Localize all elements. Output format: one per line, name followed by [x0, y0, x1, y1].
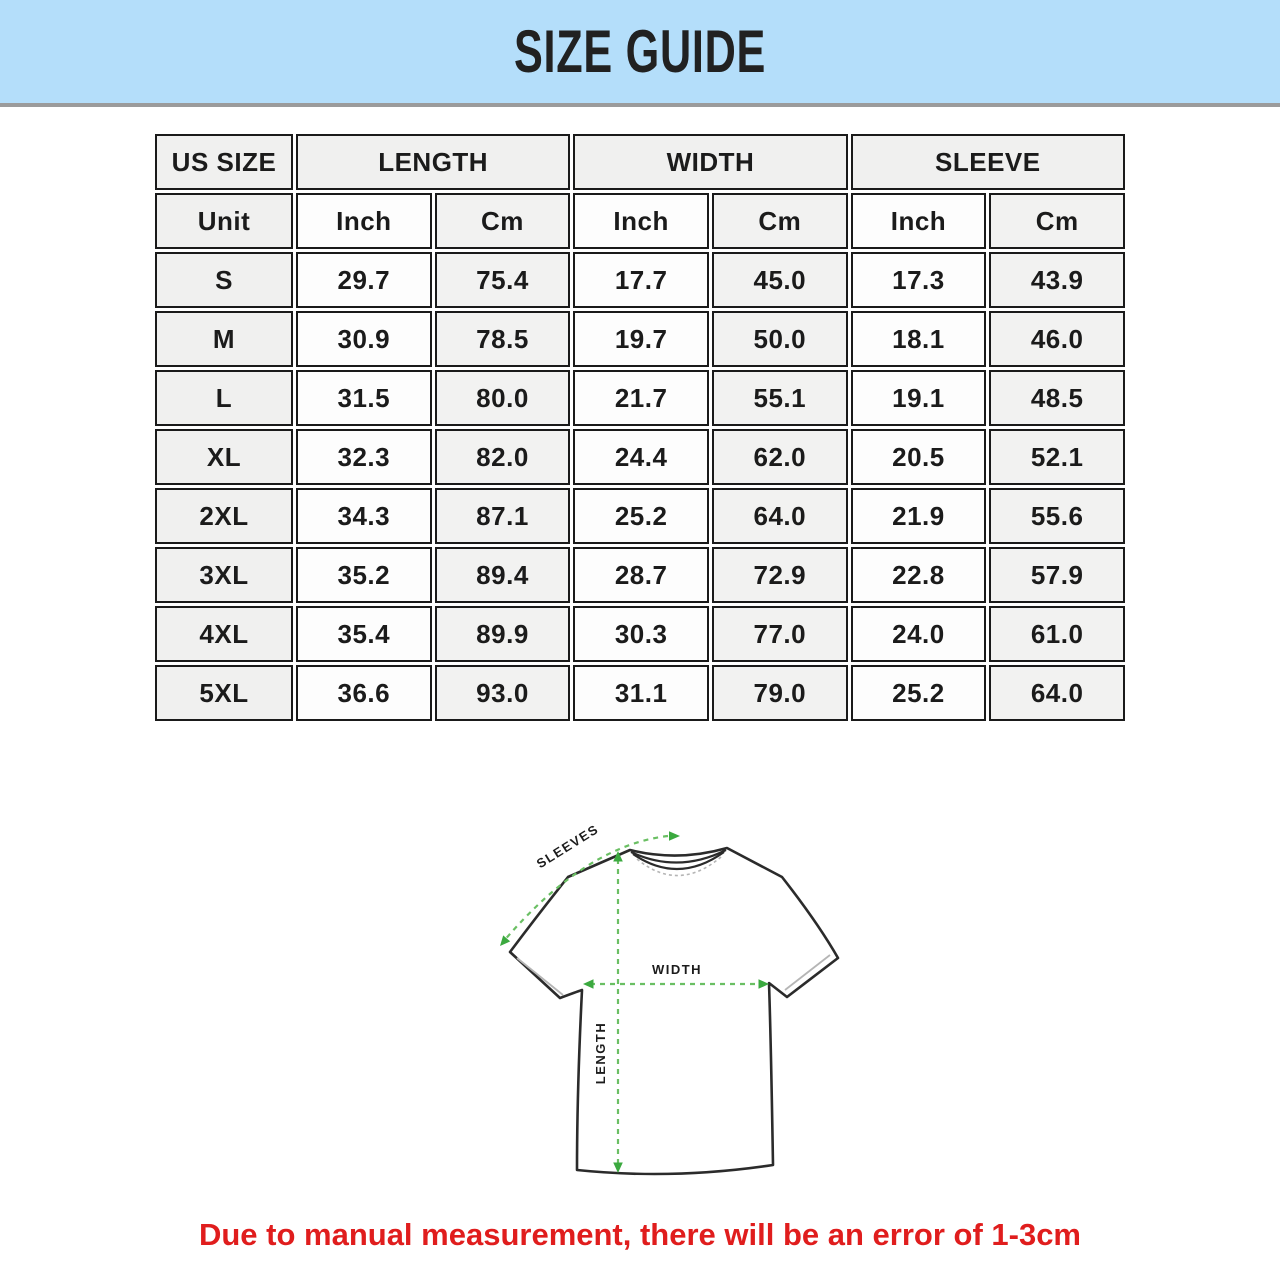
- value-cell: 52.1: [989, 429, 1125, 485]
- unit-label: Unit: [155, 193, 293, 249]
- value-cell: 20.5: [850, 429, 987, 485]
- value-cell: 19.7: [573, 311, 709, 367]
- value-cell: 35.4: [296, 606, 432, 662]
- value-cell: 35.2: [296, 547, 432, 603]
- width-inch-label: Inch: [573, 193, 709, 249]
- value-cell: 29.7: [296, 252, 432, 308]
- value-cell: 17.7: [573, 252, 709, 308]
- value-cell: 93.0: [434, 665, 571, 721]
- value-cell: 82.0: [434, 429, 571, 485]
- value-cell: 21.9: [850, 488, 987, 544]
- length-cm-label: Cm: [434, 193, 571, 249]
- tshirt-diagram: SLEEVES LENGTH WIDTH: [500, 821, 840, 1176]
- value-cell: 89.4: [434, 547, 571, 603]
- value-cell: 18.1: [850, 311, 987, 367]
- value-cell: 64.0: [711, 488, 848, 544]
- value-cell: 77.0: [711, 606, 848, 662]
- size-cell: M: [155, 311, 293, 367]
- value-cell: 24.0: [850, 606, 987, 662]
- value-cell: 24.4: [573, 429, 709, 485]
- value-cell: 19.1: [850, 370, 987, 426]
- value-cell: 89.9: [434, 606, 571, 662]
- value-cell: 50.0: [711, 311, 848, 367]
- value-cell: 31.1: [573, 665, 709, 721]
- sleeves-arrowhead-top: [669, 831, 680, 841]
- value-cell: 46.0: [989, 311, 1125, 367]
- width-arrowhead-left: [583, 979, 594, 989]
- value-cell: 34.3: [296, 488, 432, 544]
- value-cell: 28.7: [573, 547, 709, 603]
- table-row: 2XL 34.3 87.1 25.2 64.0 21.9 55.6: [155, 488, 1125, 544]
- value-cell: 31.5: [296, 370, 432, 426]
- value-cell: 36.6: [296, 665, 432, 721]
- value-cell: 80.0: [434, 370, 571, 426]
- value-cell: 55.1: [711, 370, 848, 426]
- size-cell: 4XL: [155, 606, 293, 662]
- size-table: US SIZE LENGTH WIDTH SLEEVE Unit Inch Cm…: [152, 131, 1128, 724]
- value-cell: 75.4: [434, 252, 571, 308]
- width-label: WIDTH: [652, 962, 702, 977]
- value-cell: 55.6: [989, 488, 1125, 544]
- table-row: S 29.7 75.4 17.7 45.0 17.3 43.9: [155, 252, 1125, 308]
- table-row: M 30.9 78.5 19.7 50.0 18.1 46.0: [155, 311, 1125, 367]
- width-cm-label: Cm: [711, 193, 848, 249]
- right-cuff-stitch: [784, 954, 831, 991]
- collar-band-line: [630, 849, 727, 864]
- value-cell: 57.9: [989, 547, 1125, 603]
- size-cell: 3XL: [155, 547, 293, 603]
- value-cell: 30.9: [296, 311, 432, 367]
- value-cell: 64.0: [989, 665, 1125, 721]
- group-header-row: US SIZE LENGTH WIDTH SLEEVE: [155, 134, 1125, 190]
- col-header-sleeve: SLEEVE: [850, 134, 1125, 190]
- value-cell: 43.9: [989, 252, 1125, 308]
- value-cell: 22.8: [850, 547, 987, 603]
- size-cell: 2XL: [155, 488, 293, 544]
- banner: SIZE GUIDE: [0, 0, 1280, 107]
- value-cell: 61.0: [989, 606, 1125, 662]
- sleeves-arrowhead-bottom: [500, 935, 511, 946]
- size-cell: L: [155, 370, 293, 426]
- col-header-us-size: US SIZE: [155, 134, 293, 190]
- value-cell: 87.1: [434, 488, 571, 544]
- sleeve-cm-label: Cm: [989, 193, 1125, 249]
- col-header-length: LENGTH: [296, 134, 571, 190]
- size-table-container: US SIZE LENGTH WIDTH SLEEVE Unit Inch Cm…: [152, 131, 1128, 724]
- value-cell: 32.3: [296, 429, 432, 485]
- value-cell: 78.5: [434, 311, 571, 367]
- value-cell: 79.0: [711, 665, 848, 721]
- table-row: 4XL 35.4 89.9 30.3 77.0 24.0 61.0: [155, 606, 1125, 662]
- left-cuff-stitch: [516, 957, 564, 996]
- width-arrowhead-right: [758, 979, 769, 989]
- unit-header-row: Unit Inch Cm Inch Cm Inch Cm: [155, 193, 1125, 249]
- table-row: 3XL 35.2 89.4 28.7 72.9 22.8 57.9: [155, 547, 1125, 603]
- length-label: LENGTH: [593, 1022, 608, 1084]
- value-cell: 25.2: [573, 488, 709, 544]
- col-header-width: WIDTH: [573, 134, 848, 190]
- sleeve-inch-label: Inch: [850, 193, 987, 249]
- length-arrowhead-top: [613, 851, 623, 862]
- measurement-note: Due to manual measurement, there will be…: [198, 1217, 1082, 1252]
- size-cell: XL: [155, 429, 293, 485]
- value-cell: 45.0: [711, 252, 848, 308]
- collar-front-line: [632, 851, 725, 871]
- page-title: SIZE GUIDE: [513, 18, 767, 85]
- size-cell: S: [155, 252, 293, 308]
- length-inch-label: Inch: [296, 193, 432, 249]
- size-cell: 5XL: [155, 665, 293, 721]
- value-cell: 48.5: [989, 370, 1125, 426]
- value-cell: 17.3: [850, 252, 987, 308]
- value-cell: 30.3: [573, 606, 709, 662]
- value-cell: 62.0: [711, 429, 848, 485]
- length-arrowhead-bottom: [613, 1162, 623, 1173]
- size-table-body: S 29.7 75.4 17.7 45.0 17.3 43.9 M 30.9 78.5 19.7 50…: [155, 252, 1125, 721]
- table-row: L 31.5 80.0 21.7 55.1 19.1 48.5: [155, 370, 1125, 426]
- table-row: XL 32.3 82.0 24.4 62.0 20.5 52.1: [155, 429, 1125, 485]
- value-cell: 21.7: [573, 370, 709, 426]
- value-cell: 72.9: [711, 547, 848, 603]
- tshirt-outline: [508, 846, 840, 1176]
- value-cell: 25.2: [850, 665, 987, 721]
- table-row: 5XL 36.6 93.0 31.1 79.0 25.2 64.0: [155, 665, 1125, 721]
